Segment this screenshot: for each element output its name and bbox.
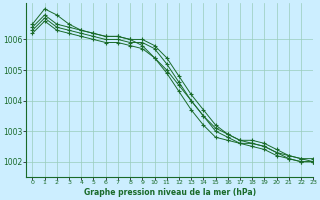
X-axis label: Graphe pression niveau de la mer (hPa): Graphe pression niveau de la mer (hPa) [84, 188, 256, 197]
